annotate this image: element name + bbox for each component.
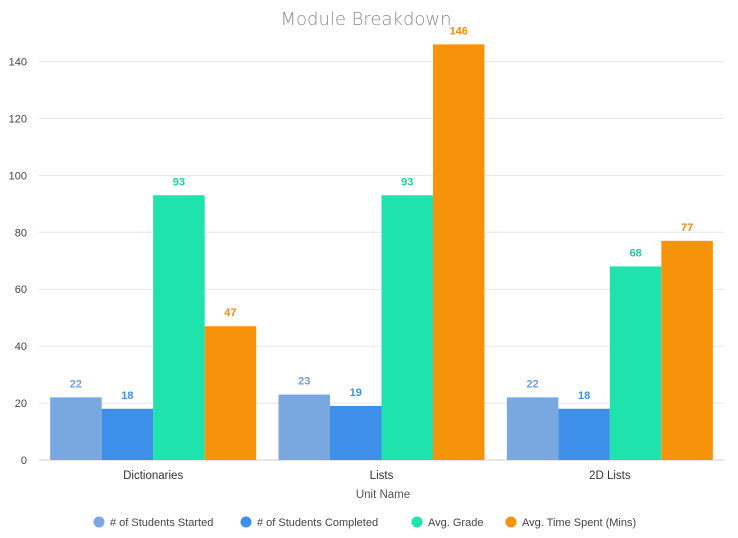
bar	[330, 405, 382, 460]
legend-marker	[505, 516, 517, 528]
data-label: 68	[629, 247, 641, 259]
bar	[381, 195, 433, 460]
legend-label: Avg. Time Spent (Mins)	[522, 517, 636, 529]
y-axis-ticks: 0 20 40 60 80 100 120 140	[9, 56, 27, 467]
x-category-label: Dictionaries	[123, 470, 183, 482]
x-category-label: 2D Lists	[589, 470, 631, 482]
data-label: 18	[121, 390, 133, 402]
bar	[101, 408, 154, 460]
x-axis-categories: Dictionaries Lists 2D Lists	[123, 470, 631, 482]
data-label: 22	[70, 378, 82, 390]
y-tick-label: 140	[9, 56, 27, 68]
data-label: 19	[350, 387, 362, 399]
legend-marker	[93, 516, 105, 528]
y-tick-label: 80	[15, 227, 27, 239]
bar	[661, 240, 713, 460]
legend-marker	[411, 516, 423, 528]
data-label: 18	[578, 390, 590, 402]
y-tick-label: 120	[9, 113, 27, 125]
y-tick-label: 0	[21, 455, 27, 467]
y-tick-label: 60	[15, 284, 27, 296]
bar	[609, 266, 662, 460]
bar	[433, 44, 485, 461]
y-tick-label: 20	[15, 398, 27, 410]
y-tick-label: 100	[9, 170, 27, 182]
x-category-label: Lists	[370, 470, 394, 482]
chart-title: Module Breakdown	[280, 9, 451, 30]
data-label: 47	[224, 307, 236, 319]
y-tick-label: 40	[15, 341, 27, 353]
bar	[558, 408, 610, 460]
legend-label: # of Students Started	[110, 517, 213, 529]
data-label: 93	[401, 176, 413, 188]
data-label: 146	[450, 25, 468, 37]
bar	[506, 397, 559, 460]
legend-label: # of Students Completed	[257, 517, 378, 529]
legend-label: Avg. Grade	[428, 517, 483, 529]
data-label: 93	[173, 176, 185, 188]
data-label: 77	[681, 222, 693, 234]
bar	[153, 195, 205, 460]
x-axis-title: Unit Name	[356, 489, 410, 501]
data-labels: 22 18 93 47 23 19 93 146 22 18 68 77	[70, 25, 693, 401]
bar	[278, 394, 330, 460]
bar	[50, 397, 102, 460]
legend: # of Students Started # of Students Compl…	[93, 516, 636, 529]
data-label: 23	[298, 376, 310, 388]
bars	[50, 44, 713, 461]
bar	[204, 326, 257, 460]
legend-marker	[240, 516, 252, 528]
data-label: 22	[526, 378, 538, 390]
